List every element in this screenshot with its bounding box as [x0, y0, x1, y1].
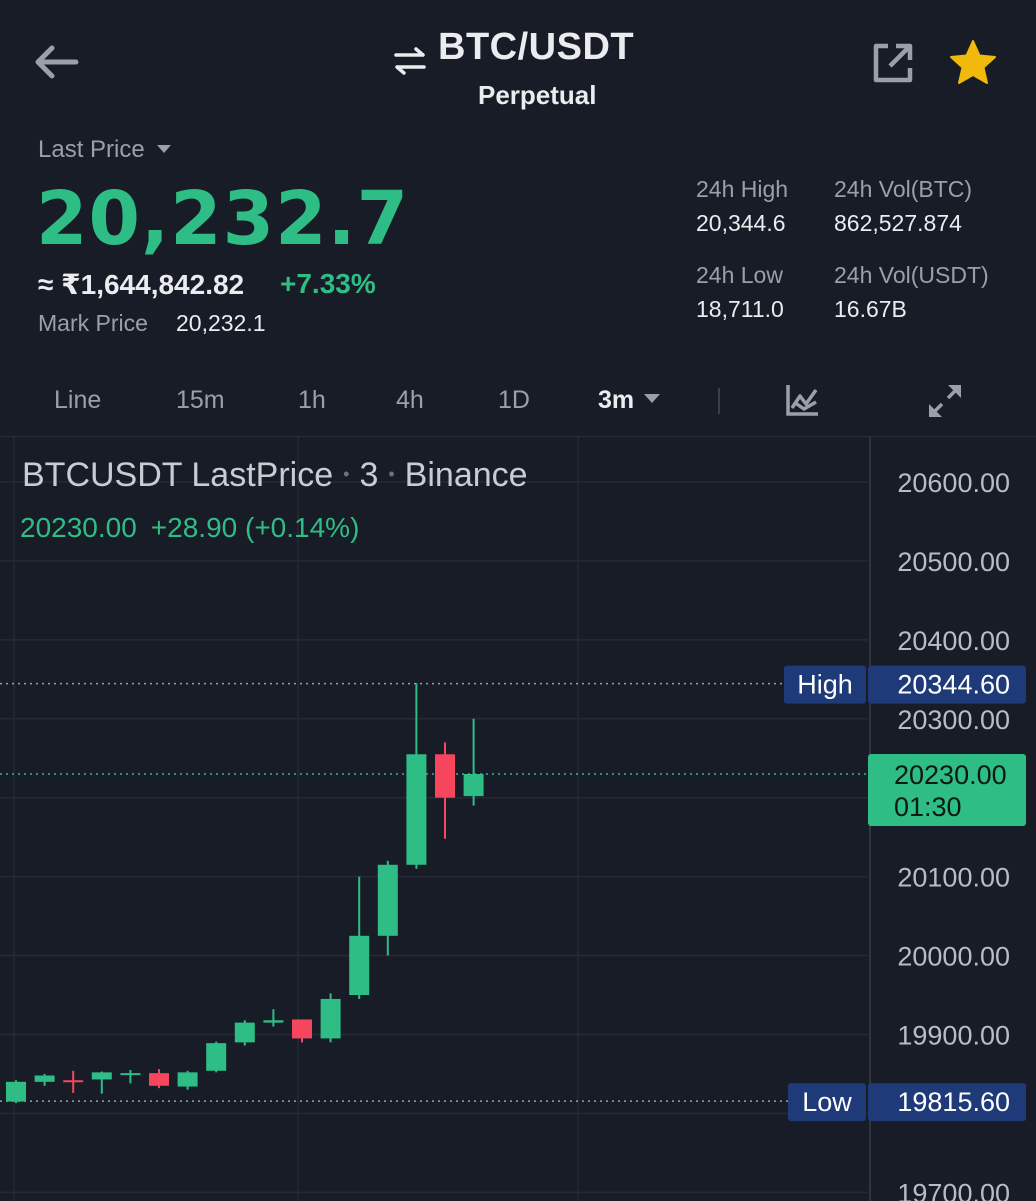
- change-percent: +7.33%: [280, 268, 376, 299]
- candle-body: [120, 1073, 141, 1076]
- 24h-low-label: 24h Low: [696, 262, 783, 288]
- share-icon: [873, 43, 913, 83]
- candlestick-chart[interactable]: 20600.00 20500.00 20400.00 20300.00 20100.00…: [0, 436, 1036, 1201]
- 24h-high-label: 24h High: [696, 176, 789, 202]
- chart-legend: BTCUSDT LastPrice • 3 • Binance: [22, 456, 528, 495]
- high-marker-label: High: [797, 670, 853, 700]
- y-tick-label: 19900.00: [897, 1020, 1010, 1050]
- expand-icon: [929, 385, 961, 417]
- current-price-value: 20230.00: [894, 760, 1007, 790]
- y-tick-label: 20000.00: [897, 942, 1010, 972]
- legend-separator: •: [388, 464, 395, 484]
- y-tick-label: 20100.00: [897, 863, 1010, 893]
- candle-countdown: 01:30: [894, 792, 962, 822]
- candle-body: [234, 1022, 255, 1043]
- caret-down-icon: [644, 394, 661, 403]
- y-tick-label: 20400.00: [897, 626, 1010, 656]
- candle-body: [292, 1019, 312, 1039]
- favorite-button[interactable]: [946, 38, 1000, 88]
- legend-exchange: Binance: [404, 456, 528, 494]
- candle-body: [406, 754, 427, 865]
- contract-type-label: Perpetual: [478, 80, 597, 110]
- timeframe-4h[interactable]: 4h: [396, 386, 424, 414]
- 24h-vol-usdt-label: 24h Vol(USDT): [834, 262, 989, 288]
- 24h-low-value: 18,711.0: [696, 296, 784, 322]
- price-type-selector[interactable]: Last Price: [38, 136, 171, 164]
- y-tick-label: 20600.00: [897, 468, 1010, 498]
- y-tick-label: 19700.00: [897, 1178, 1010, 1201]
- candle-body: [63, 1080, 84, 1083]
- y-tick-label: 20300.00: [897, 705, 1010, 735]
- candle-body: [435, 754, 455, 798]
- high-price-badge: [868, 665, 1026, 704]
- high-price-value: 20344.60: [897, 670, 1010, 700]
- timeframe-15m[interactable]: 15m: [176, 386, 225, 414]
- chart-ohlc-readout: 20230.00 +28.90 (+0.14%): [20, 512, 359, 544]
- candle-body: [177, 1072, 198, 1087]
- current-price-badge: [868, 754, 1026, 827]
- high-marker-badge: [784, 665, 866, 704]
- ohlc-change: +28.90 (+0.14%): [150, 512, 360, 543]
- candle-body: [320, 998, 341, 1039]
- arrow-left-icon: [35, 45, 79, 79]
- indicators-button[interactable]: [784, 382, 820, 418]
- mark-price-value: 20,232.1: [176, 310, 266, 336]
- mark-price-label: Mark Price: [38, 310, 148, 336]
- timeframe-3m[interactable]: 3m: [598, 386, 661, 415]
- swap-icon[interactable]: [392, 46, 428, 76]
- legend-interval: 3: [359, 456, 379, 494]
- share-button[interactable]: [870, 40, 916, 86]
- last-price: 20,232.7: [36, 176, 410, 262]
- candle-body: [263, 1020, 284, 1023]
- timeframe-1d[interactable]: 1D: [498, 386, 530, 414]
- candle-body: [91, 1072, 112, 1080]
- 24h-high-value: 20,344.6: [696, 210, 786, 236]
- back-button[interactable]: [30, 40, 82, 84]
- price-type-label: Last Price: [38, 136, 145, 163]
- candle-body: [34, 1075, 55, 1082]
- ohlc-close: 20230.00: [20, 512, 137, 543]
- candle-body: [149, 1073, 169, 1086]
- 24h-vol-btc-label: 24h Vol(BTC): [834, 176, 973, 202]
- timeframe-line[interactable]: Line: [54, 386, 102, 414]
- low-price-badge: [868, 1083, 1026, 1122]
- candle-body: [463, 774, 484, 797]
- timeframe-1h[interactable]: 1h: [298, 386, 326, 414]
- legend-separator: •: [343, 464, 350, 484]
- fullscreen-button[interactable]: [926, 382, 964, 420]
- fiat-price: ≈ ₹1,644,842.82: [38, 269, 245, 300]
- 24h-vol-usdt-value: 16.67B: [834, 296, 907, 322]
- 24h-vol-btc-value: 862,527.874: [834, 210, 962, 236]
- star-icon: [950, 40, 996, 84]
- legend-symbol: BTCUSDT LastPrice: [22, 456, 334, 494]
- indicator-chart-icon: [786, 385, 818, 416]
- low-marker-badge: [788, 1083, 866, 1122]
- candle-body: [6, 1081, 26, 1102]
- caret-down-icon: [156, 145, 171, 153]
- candle-body: [206, 1043, 227, 1071]
- low-marker-label: Low: [802, 1087, 852, 1117]
- low-price-value: 19815.60: [897, 1087, 1010, 1117]
- candle-body: [349, 935, 370, 996]
- divider: [718, 388, 720, 414]
- pair-title[interactable]: BTC/USDT: [438, 26, 635, 68]
- timeframe-3m-label: 3m: [598, 386, 635, 414]
- chart-canvas[interactable]: 20600.00 20500.00 20400.00 20300.00 20100.00…: [0, 437, 1036, 1201]
- candle-body: [377, 864, 398, 936]
- y-tick-label: 20500.00: [897, 547, 1010, 577]
